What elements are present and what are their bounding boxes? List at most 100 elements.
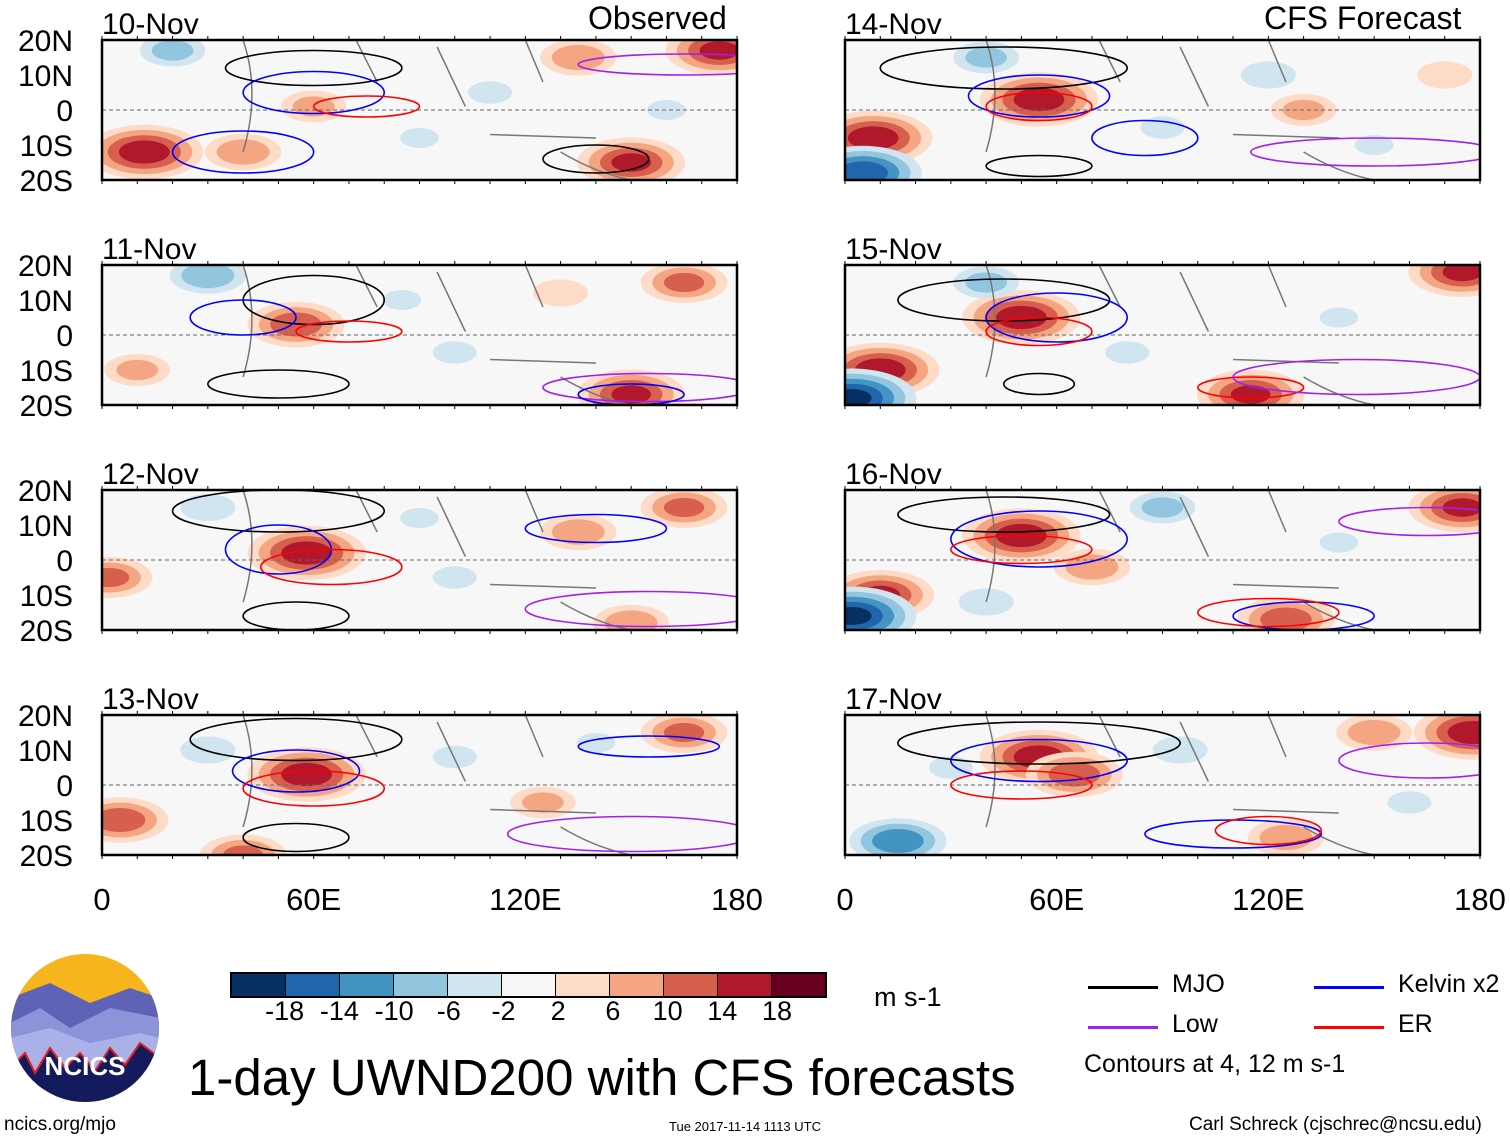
wind-anomaly-shading (222, 845, 264, 855)
lat-tick-label: 20S (20, 165, 73, 198)
wind-anomaly-shading (872, 828, 924, 854)
lon-tick-label: 60E (1029, 882, 1084, 917)
kelvin-contour (242, 70, 386, 115)
legend-line (1314, 1026, 1384, 1029)
colorbar-swatch (663, 974, 717, 996)
mjo-contour (1002, 372, 1076, 396)
lon-tick-label: 0 (836, 882, 853, 917)
colorbar-swatch (232, 974, 285, 996)
footer-url[interactable]: ncics.org/mjo (4, 1114, 116, 1135)
contour-note: Contours at 4, 12 m s-1 (1084, 1050, 1346, 1078)
mjo-contour (542, 144, 650, 174)
coastline (985, 490, 1375, 630)
kelvin-contour (577, 383, 685, 405)
kelvin-contour (1091, 119, 1199, 157)
wind-anomaly-shading (1065, 554, 1119, 580)
kelvin-contour (189, 299, 297, 336)
panel-date: 11-Nov (102, 233, 196, 266)
low-contour (1338, 506, 1480, 537)
lat-tick-label: 20N (18, 250, 73, 283)
map-panel-17-nov (845, 715, 1480, 855)
lat-tick-label: 0 (56, 320, 73, 353)
panel-date: 10-Nov (102, 8, 199, 41)
wind-anomaly-shading (533, 279, 589, 307)
legend: MJO Kelvin x2 Low ER (1088, 970, 1508, 1050)
colorbar-tick-label: 10 (652, 996, 683, 1026)
mjo-contour (879, 46, 1129, 90)
lat-tick-label: 0 (56, 545, 73, 578)
map-panel-15-nov (845, 265, 1480, 405)
map-panel-12-nov (102, 490, 737, 630)
er-contour (1196, 376, 1305, 399)
lat-tick-label: 20N (18, 475, 73, 508)
colorbar-tick-label: -18 (265, 996, 305, 1026)
wind-anomaly-shading (180, 736, 236, 764)
wind-anomaly-shading (1442, 498, 1480, 517)
coastline (985, 715, 1375, 855)
colorbar-swatch (501, 974, 555, 996)
wind-anomaly-shading (845, 161, 888, 180)
lat-tick-label: 20S (20, 615, 73, 648)
colorbar-tick-label: -10 (374, 996, 414, 1026)
wind-anomaly-shading (281, 541, 332, 565)
map-panel-11-nov (102, 265, 737, 405)
er-contour (312, 95, 421, 118)
lat-tick-label: 10S (20, 805, 73, 838)
wind-anomaly-shading (663, 272, 705, 293)
lon-tick-label: 180 (1454, 882, 1506, 917)
mjo-contour (985, 154, 1093, 178)
er-contour (259, 548, 403, 586)
kelvin-contour (577, 735, 721, 758)
colorbar-swatch (717, 974, 771, 996)
legend-line (1088, 986, 1158, 989)
er-contour (950, 534, 1093, 565)
lat-tick-label: 20N (18, 700, 73, 733)
forecast-label: CFS Forecast (1264, 0, 1462, 36)
low-contour (524, 590, 737, 628)
map-panels: 10-Nov20N10N010S20S11-Nov20N10N010S20S12… (18, 8, 1506, 917)
legend-label: MJO (1172, 970, 1225, 998)
coastline (242, 40, 632, 180)
wind-anomaly-shading (1140, 116, 1185, 139)
wind-anomaly-shading (432, 566, 477, 589)
colorbar-tick-label: 18 (761, 996, 793, 1026)
wind-anomaly-shading (1347, 719, 1401, 746)
wind-anomaly-shading (1319, 307, 1359, 328)
lon-tick-label: 180 (711, 882, 763, 917)
mjo-contour (897, 496, 1111, 533)
kelvin-contour (950, 738, 1129, 783)
colorbar-units: m s-1 (874, 982, 942, 1012)
kelvin-contour (967, 74, 1111, 118)
lat-tick-label: 20S (20, 840, 73, 873)
wind-anomaly-shading (181, 265, 235, 289)
legend-label: ER (1398, 1010, 1433, 1038)
er-contour (985, 316, 1093, 347)
wind-anomaly-shading (1013, 87, 1065, 112)
wind-anomaly-shading (1230, 385, 1271, 404)
lat-tick-label: 0 (56, 95, 73, 128)
colorbar-tick-label: -2 (491, 996, 516, 1026)
mjo-contour (224, 49, 403, 87)
lat-tick-label: 0 (56, 770, 73, 803)
colorbar-swatch (609, 974, 663, 996)
er-contour (985, 91, 1093, 122)
colorbar-tick-label: -6 (436, 996, 461, 1026)
panel-date: 13-Nov (102, 683, 199, 716)
legend-line (1314, 986, 1384, 989)
wind-anomaly-shading (1240, 61, 1296, 89)
map-panel-16-nov (845, 490, 1480, 630)
wind-anomaly-shading (928, 756, 973, 779)
wind-anomaly-shading (663, 497, 705, 518)
wind-anomaly-shading (151, 40, 194, 61)
low-contour (542, 372, 737, 403)
lon-tick-label: 120E (489, 882, 561, 917)
colorbar (230, 972, 827, 998)
wind-anomaly-shading (281, 762, 332, 787)
colorbar-labels: -18 -14 -10 -6 -2 2 6 10 14 18 (230, 996, 834, 1026)
wind-anomaly-shading (432, 341, 477, 364)
low-contour (1249, 137, 1480, 167)
coastline (242, 265, 632, 405)
wind-anomaly-shading (965, 47, 1008, 68)
kelvin-contour (950, 510, 1129, 568)
